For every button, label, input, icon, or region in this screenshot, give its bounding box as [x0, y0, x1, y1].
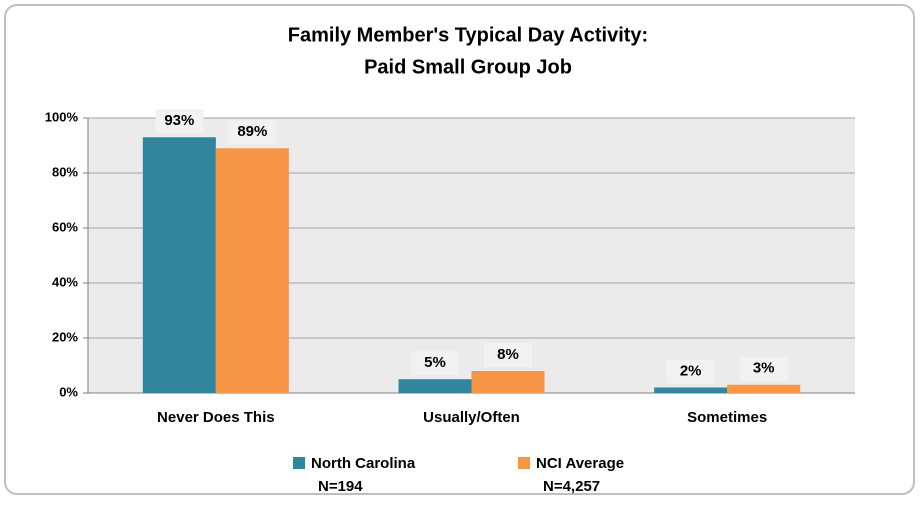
- x-tick-label: Never Does This: [157, 409, 275, 426]
- legend-note: N=4,257: [543, 478, 600, 495]
- bar: [654, 387, 728, 393]
- legend-swatch: [293, 457, 305, 469]
- y-tick-label: 0%: [59, 384, 78, 399]
- bar: [471, 371, 545, 393]
- y-tick-label: 80%: [52, 164, 78, 179]
- value-label: 93%: [164, 112, 194, 129]
- bar: [142, 137, 216, 393]
- y-tick-label: 100%: [45, 109, 79, 124]
- value-label-bg: [484, 343, 532, 367]
- value-label: 5%: [424, 354, 446, 371]
- value-label-bg: [228, 120, 277, 145]
- bar: [215, 148, 289, 393]
- x-tick-label: Sometimes: [687, 409, 767, 426]
- y-tick-label: 40%: [52, 274, 78, 289]
- value-label-bg: [155, 109, 204, 134]
- legend-label: NCI Average: [536, 455, 624, 472]
- value-label: 2%: [680, 362, 702, 379]
- value-label-bg: [666, 359, 715, 384]
- chart-title: Paid Small Group Job: [364, 56, 572, 78]
- x-tick-label: Usually/Often: [423, 409, 520, 426]
- y-tick-label: 20%: [52, 329, 78, 344]
- legend-swatch: [518, 457, 530, 469]
- value-label-bg: [739, 356, 788, 381]
- bar: [727, 384, 801, 393]
- legend-note: N=194: [318, 478, 363, 495]
- bar: [398, 379, 472, 393]
- value-label-bg: [411, 351, 459, 376]
- y-tick-label: 60%: [52, 219, 78, 234]
- legend-label: North Carolina: [311, 455, 416, 472]
- value-label: 89%: [237, 123, 267, 140]
- value-label: 3%: [753, 360, 775, 377]
- chart-title: Family Member's Typical Day Activity:: [288, 24, 648, 46]
- value-label: 8%: [497, 346, 519, 363]
